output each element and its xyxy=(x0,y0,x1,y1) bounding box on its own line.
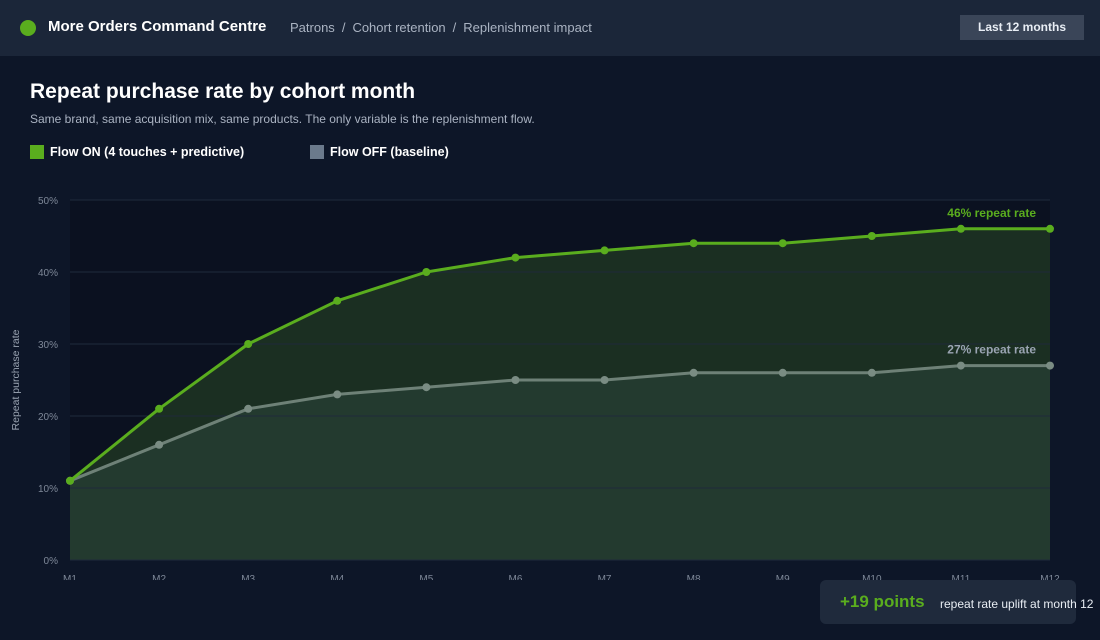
brand-logo-icon xyxy=(20,20,36,36)
x-tick-label: M5 xyxy=(419,574,433,580)
uplift-value: +19 points xyxy=(840,592,925,611)
point-flow-on xyxy=(511,253,520,262)
point-flow-off xyxy=(1046,361,1054,370)
y-tick-label: 50% xyxy=(38,196,58,207)
point-flow-off xyxy=(689,368,698,377)
point-flow-off xyxy=(956,361,965,370)
x-tick-label: M1 xyxy=(63,574,77,580)
point-flow-on xyxy=(333,296,342,305)
y-tick-label: 0% xyxy=(44,556,59,567)
x-tick-label: M7 xyxy=(598,574,612,580)
point-flow-off xyxy=(244,404,253,413)
x-tick-label: M12 xyxy=(1040,574,1060,580)
date-range-button[interactable]: Last 12 months xyxy=(960,15,1084,40)
point-flow-on xyxy=(66,476,74,485)
uplift-callout: +19 points repeat rate uplift at month 1… xyxy=(820,580,1093,624)
legend-swatch-flow-off xyxy=(310,145,324,159)
breadcrumb-separator: / xyxy=(341,20,346,35)
y-tick-label: 20% xyxy=(38,412,58,423)
point-flow-off xyxy=(511,376,520,384)
chart-subtitle: Same brand, same acquisition mix, same p… xyxy=(30,112,535,126)
point-flow-on xyxy=(422,268,431,276)
y-tick-label: 30% xyxy=(38,340,58,351)
point-flow-on xyxy=(867,232,876,240)
line-flow-off xyxy=(69,364,1050,483)
point-flow-off xyxy=(333,390,342,399)
point-flow-on xyxy=(778,239,787,248)
breadcrumb-item-replenishment-impact: Replenishment impact xyxy=(463,20,592,35)
breadcrumb-item-cohort-retention[interactable]: Cohort retention xyxy=(352,20,446,35)
x-tick-label: M8 xyxy=(687,574,701,580)
end-label-flow-off: 27% repeat rate xyxy=(947,343,1036,357)
legend-swatch-flow-on xyxy=(30,145,44,159)
top-bar: More Orders Command Centre Patrons / Cohor… xyxy=(0,0,1100,56)
point-flow-on xyxy=(956,224,965,233)
x-tick-label: M10 xyxy=(862,574,882,580)
x-tick-label: M6 xyxy=(509,574,523,580)
x-tick-label: M3 xyxy=(241,574,255,580)
chart-title: Repeat purchase rate by cohort month xyxy=(30,80,416,103)
point-flow-on xyxy=(600,246,609,255)
point-flow-on xyxy=(689,239,698,248)
legend-item-flow-on[interactable]: Flow ON (4 touches + predictive) xyxy=(30,144,244,160)
line-flow-on xyxy=(69,227,1050,482)
breadcrumb: Patrons / Cohort retention / Replenishment i… xyxy=(290,20,592,35)
y-tick-label: 10% xyxy=(38,484,58,495)
point-flow-off xyxy=(867,368,876,377)
app-title: More Orders Command Centre xyxy=(48,18,267,35)
uplift-description: repeat rate uplift at month 12 xyxy=(940,597,1094,611)
point-flow-on xyxy=(1046,224,1054,233)
repeat-rate-chart: 0% 10% 20% 30% 40% 50% M1 M2 M3 M4 M5 M6 M7 M8 M9 M10 M1… xyxy=(10,196,1060,580)
x-tick-label: M9 xyxy=(776,574,790,580)
point-flow-off xyxy=(778,368,787,377)
area-flow-off xyxy=(70,365,1050,560)
end-label-flow-on: 46% repeat rate xyxy=(947,206,1036,220)
legend-label-flow-on: Flow ON (4 touches + predictive) xyxy=(50,145,245,159)
legend-label-flow-off: Flow OFF (baseline) xyxy=(330,145,449,159)
point-flow-off xyxy=(600,376,609,384)
y-tick-label: 40% xyxy=(38,268,58,279)
x-tick-label: M4 xyxy=(330,574,344,580)
breadcrumb-item-patrons[interactable]: Patrons xyxy=(290,20,335,35)
legend-item-flow-off[interactable]: Flow OFF (baseline) xyxy=(310,144,449,160)
x-tick-label: M11 xyxy=(952,574,971,580)
point-flow-off xyxy=(155,440,164,449)
point-flow-on xyxy=(244,340,253,348)
breadcrumb-separator: / xyxy=(452,20,457,35)
point-flow-off xyxy=(422,383,431,392)
x-tick-label: M2 xyxy=(152,574,166,580)
y-axis-label: Repeat purchase rate xyxy=(10,329,22,430)
point-flow-on xyxy=(155,404,164,413)
